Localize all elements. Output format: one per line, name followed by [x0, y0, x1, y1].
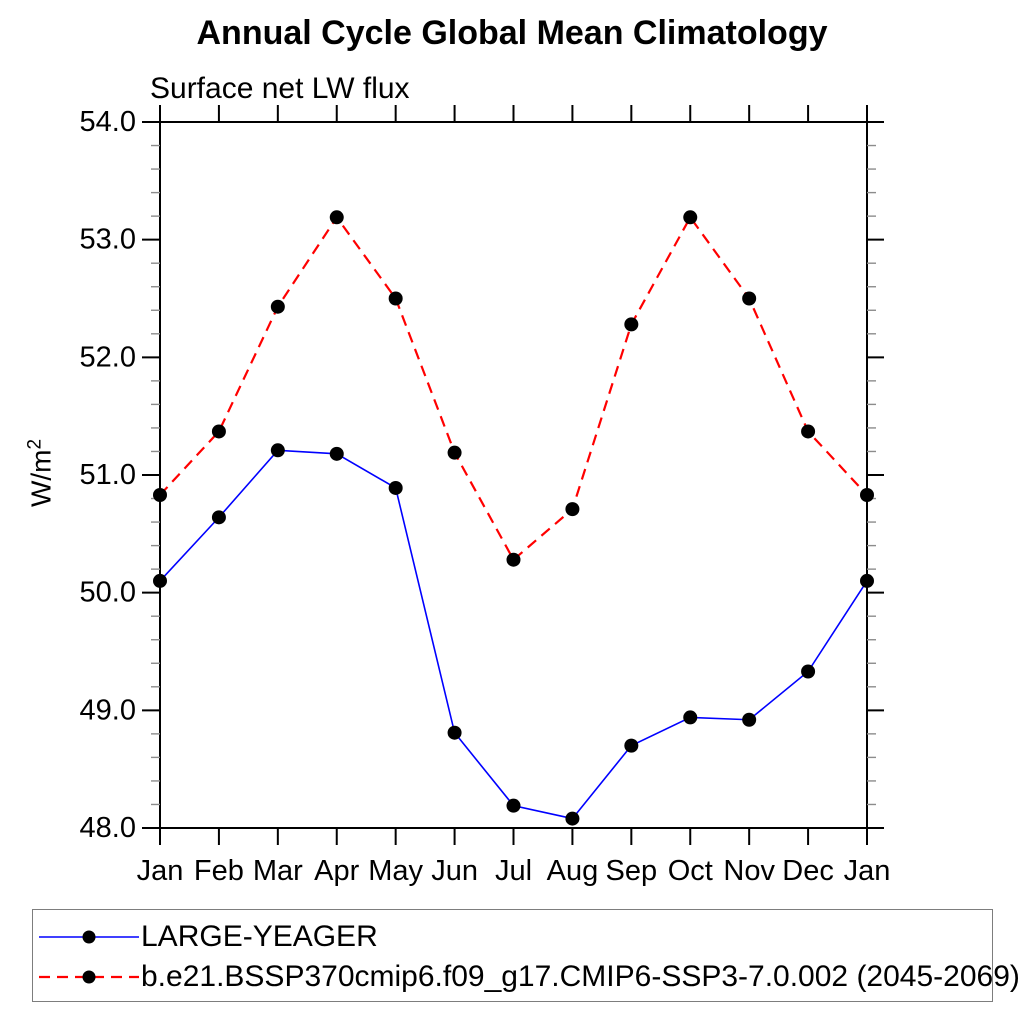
series-line-0 — [159, 449, 868, 820]
x-axis-tick-label: May — [368, 855, 423, 887]
x-axis-tick-label: Jul — [495, 855, 532, 887]
series-0-marker — [447, 725, 462, 740]
series-1-marker — [447, 445, 462, 460]
legend-sample-marker — [82, 930, 96, 944]
series-0-marker — [565, 811, 580, 826]
y-axis-tick-label: 50.0 — [80, 577, 136, 609]
y-axis-tick-label: 54.0 — [80, 106, 136, 138]
legend-entry-ssp370: b.e21.BSSP370cmip6.f09_g17.CMIP6-SSP3-7.… — [39, 960, 1020, 994]
legend-line-sample-ssp370 — [39, 970, 139, 984]
chart-title: Annual Cycle Global Mean Climatology — [196, 14, 828, 52]
y-axis-tick-label: 51.0 — [80, 459, 136, 491]
series-0-marker — [211, 510, 226, 525]
series-0-marker — [506, 798, 521, 813]
x-axis-tick-label: Oct — [668, 855, 713, 887]
series-0-marker — [742, 712, 757, 727]
x-axis-tick-label: Jun — [431, 855, 478, 887]
series-0-marker — [329, 446, 344, 461]
x-axis-tick-label: Aug — [547, 855, 599, 887]
y-axis-tick-label: 52.0 — [80, 341, 136, 373]
legend-sample-marker — [82, 970, 96, 984]
x-axis-tick-label: Feb — [194, 855, 244, 887]
chart-subtitle: Surface net LW flux — [150, 72, 410, 105]
series-line-1 — [159, 215, 868, 562]
y-axis-tick-label: 48.0 — [80, 812, 136, 844]
series-1-marker — [742, 291, 757, 306]
series-0-marker — [801, 664, 816, 679]
series-1-marker — [624, 317, 639, 332]
series-0-marker — [624, 738, 639, 753]
x-axis-tick-label: Dec — [782, 855, 834, 887]
series-0-marker — [153, 573, 167, 588]
y-axis-tick-label: 49.0 — [80, 694, 136, 726]
y-axis-tick-label: 53.0 — [80, 224, 136, 256]
series-0-marker — [388, 480, 403, 495]
series-1-marker — [153, 488, 167, 503]
x-axis-tick-label: Sep — [606, 855, 658, 887]
series-0-marker — [683, 710, 698, 725]
legend: LARGE-YEAGER b.e21.BSSP370cmip6.f09_g17.… — [32, 909, 1020, 1002]
series-1-marker — [683, 210, 698, 225]
series-0-marker — [270, 443, 285, 458]
x-axis-tick-label: Nov — [723, 855, 775, 887]
series-0-marker — [860, 573, 874, 588]
plot-frame — [159, 121, 868, 829]
series-1-marker — [506, 552, 521, 567]
legend-line-sample-large-yeager — [39, 930, 139, 944]
series-1-marker — [270, 299, 285, 314]
series-1-marker — [329, 210, 344, 225]
x-axis-tick-label: Mar — [253, 855, 303, 887]
series-1-marker — [801, 424, 816, 439]
x-axis-tick-label: Apr — [314, 855, 359, 887]
legend-entry-large-yeager: LARGE-YEAGER — [39, 920, 378, 954]
series-1-marker — [860, 488, 874, 503]
series-1-marker — [388, 291, 403, 306]
x-axis-tick-label: Jan — [844, 855, 891, 887]
series-1-marker — [565, 502, 580, 517]
x-axis-tick-label: Jan — [137, 855, 184, 887]
series-1-marker — [211, 424, 226, 439]
legend-label-large-yeager: LARGE-YEAGER — [141, 920, 378, 953]
legend-label-ssp370: b.e21.BSSP370cmip6.f09_g17.CMIP6-SSP3-7.… — [141, 960, 1020, 993]
